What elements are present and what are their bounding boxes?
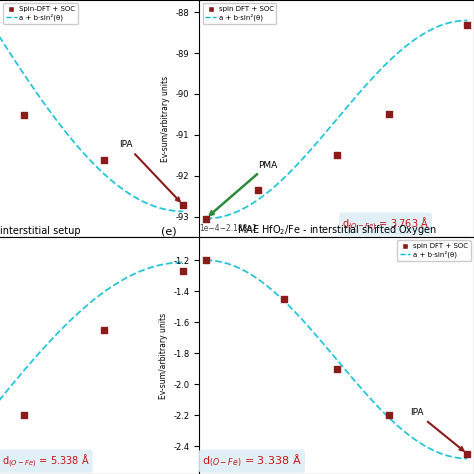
Point xyxy=(20,411,27,419)
Text: d$_{(O-Fe)}$ = 3.763 Å: d$_{(O-Fe)}$ = 3.763 Å xyxy=(342,215,429,233)
Legend: spin DFT + SOC, a + b·sin²(θ): spin DFT + SOC, a + b·sin²(θ) xyxy=(202,3,276,24)
Point xyxy=(464,21,471,28)
X-axis label: θ/rad: θ/rad xyxy=(89,261,110,270)
Text: 1e−4−2.188e2: 1e−4−2.188e2 xyxy=(199,225,257,234)
Point xyxy=(333,365,340,373)
Y-axis label: Ev-sum/arbitrary units: Ev-sum/arbitrary units xyxy=(158,312,167,399)
Point xyxy=(385,411,392,419)
Text: IPA: IPA xyxy=(119,140,180,201)
Point xyxy=(179,201,187,209)
Text: d$_{(O-Fe)}$ = 5.338 Å: d$_{(O-Fe)}$ = 5.338 Å xyxy=(2,452,90,470)
Point xyxy=(254,186,262,194)
Legend: spin DFT + SOC, a + b·sin²(θ): spin DFT + SOC, a + b·sin²(θ) xyxy=(397,240,471,261)
Text: d$_{(O-Fe)}$ = 3.338 Å: d$_{(O-Fe)}$ = 3.338 Å xyxy=(202,453,302,469)
Text: (e): (e) xyxy=(161,227,176,237)
Point xyxy=(202,256,210,264)
Legend: Spin-DFT + SOC, a + b·sin²(θ): Spin-DFT + SOC, a + b·sin²(θ) xyxy=(3,3,78,24)
Point xyxy=(179,267,187,274)
Point xyxy=(281,295,288,303)
Text: interstitial setup: interstitial setup xyxy=(0,226,81,236)
Point xyxy=(385,110,392,118)
Title: MAE HfO$_2$/Fe - interstitial shifted Oxygen: MAE HfO$_2$/Fe - interstitial shifted Ox… xyxy=(237,223,437,237)
X-axis label: θ/rad: θ/rad xyxy=(326,261,347,270)
Point xyxy=(333,152,340,159)
Point xyxy=(202,215,210,222)
Text: IPA: IPA xyxy=(410,408,464,451)
Y-axis label: Ev-sum/arbitrary units: Ev-sum/arbitrary units xyxy=(161,75,170,162)
Point xyxy=(20,111,27,119)
Point xyxy=(100,326,107,334)
Point xyxy=(100,156,107,164)
Text: PMA: PMA xyxy=(210,161,277,215)
Point xyxy=(464,450,471,458)
